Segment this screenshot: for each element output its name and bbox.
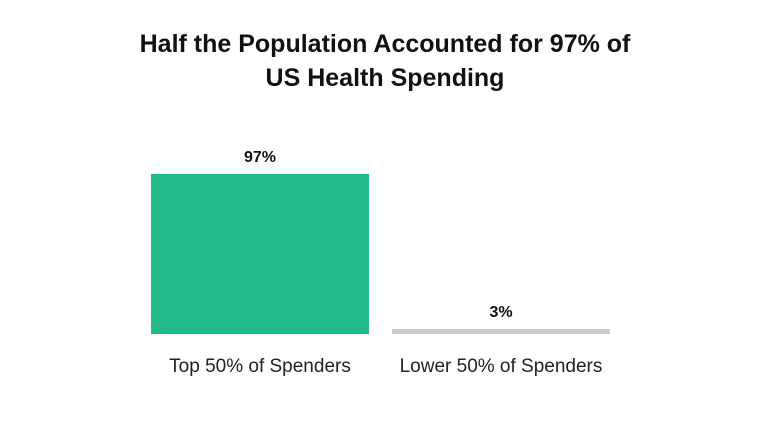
category-label: Top 50% of Spenders — [169, 356, 351, 377]
bar-lower-50 — [392, 329, 610, 334]
bar-value-label: 97% — [244, 149, 276, 166]
chart-title-line-1: Half the Population Accounted for 97% of — [140, 30, 631, 58]
bar-value-label: 3% — [489, 304, 512, 321]
category-label: Lower 50% of Spenders — [400, 356, 603, 377]
chart-title: Half the Population Accounted for 97% of… — [140, 30, 631, 92]
chart-title-line-2: US Health Spending — [266, 64, 505, 92]
bars-layer: 97% Top 50% of Spenders 3% Lower 50% of Spe… — [151, 149, 610, 377]
bar-top-50 — [151, 173, 369, 334]
